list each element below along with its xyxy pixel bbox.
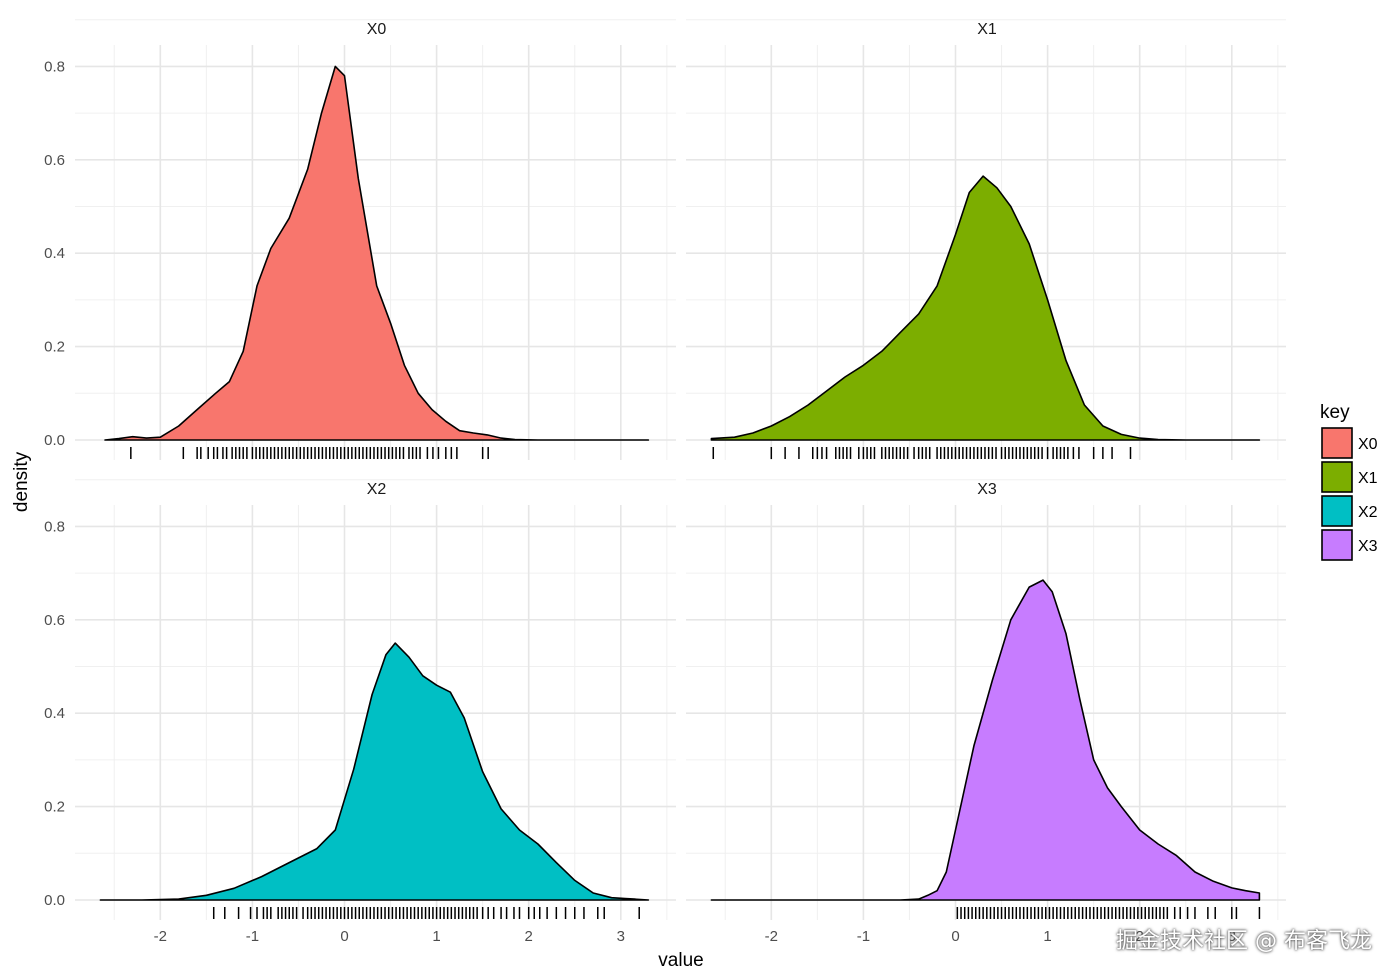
x-tick-label: 1 <box>1043 928 1051 945</box>
chart-panels: X0 0.0 0.2 0.4 0.6 0.8 X1 X2 0.0 0.2 0.4 0.6 0.8 -2 -1… <box>44 19 1286 945</box>
y-tick-label: 0.8 <box>44 518 65 535</box>
y-tick-label: 0.6 <box>44 612 65 629</box>
x-tick-label: -2 <box>154 928 167 945</box>
x-tick-label: -1 <box>246 928 259 945</box>
strip-label: X1 <box>977 21 997 38</box>
panel-x2: X2 0.0 0.2 0.4 0.6 0.8 -2 -1 0 1 2 3 <box>44 479 676 945</box>
legend-label: X1 <box>1358 470 1378 487</box>
legend-key-x2 <box>1321 495 1353 527</box>
rug-x1 <box>712 447 1132 459</box>
x-tick-label: -2 <box>765 928 778 945</box>
strip-label: X3 <box>977 481 997 498</box>
y-tick-label: 0.6 <box>44 152 65 169</box>
y-tick-label: 0.2 <box>44 799 65 816</box>
strip-label: X0 <box>367 21 387 38</box>
rug-x2 <box>212 907 640 919</box>
y-axis-title: density <box>11 451 32 512</box>
legend-key-x1 <box>1321 461 1353 493</box>
panel-x0: X0 0.0 0.2 0.4 0.6 0.8 <box>44 19 676 460</box>
legend-label: X0 <box>1358 436 1378 453</box>
legend-title: key <box>1320 402 1350 423</box>
density-area-x1 <box>710 175 1261 441</box>
legend-key-x0 <box>1321 427 1353 459</box>
x-tick-label: 3 <box>1228 928 1236 945</box>
density-area-x2 <box>99 642 650 901</box>
panel-x1: X1 <box>686 19 1286 460</box>
panel-x3: X3 -2 -1 0 1 2 3 <box>686 479 1286 945</box>
x-tick-label: 1 <box>432 928 440 945</box>
x-tick-label: 0 <box>340 928 348 945</box>
x-tick-label: 2 <box>525 928 533 945</box>
y-tick-label: 0.0 <box>44 892 65 909</box>
x-tick-label: 0 <box>951 928 959 945</box>
density-area-x0 <box>104 65 650 441</box>
x-axis-title: value <box>658 950 703 971</box>
x-tick-label: -1 <box>857 928 870 945</box>
rug-x0 <box>130 447 489 459</box>
legend-label: X3 <box>1358 538 1378 555</box>
density-area-x3 <box>710 579 1261 901</box>
legend-key-x3 <box>1321 529 1353 561</box>
y-tick-label: 0.2 <box>44 339 65 356</box>
legend-label: X2 <box>1358 504 1378 521</box>
y-tick-label: 0.0 <box>44 432 65 449</box>
watermark: 掘金技术社区 @ 布客飞龙 <box>1116 929 1372 954</box>
y-tick-label: 0.4 <box>44 245 65 262</box>
y-tick-label: 0.4 <box>44 705 65 722</box>
legend: key X0 X1 X2 X3 <box>1320 402 1378 561</box>
x-tick-label: 2 <box>1136 928 1144 945</box>
strip-label: X2 <box>367 481 387 498</box>
rug-x3 <box>956 907 1261 919</box>
x-tick-label: 3 <box>617 928 625 945</box>
y-tick-label: 0.8 <box>44 58 65 75</box>
